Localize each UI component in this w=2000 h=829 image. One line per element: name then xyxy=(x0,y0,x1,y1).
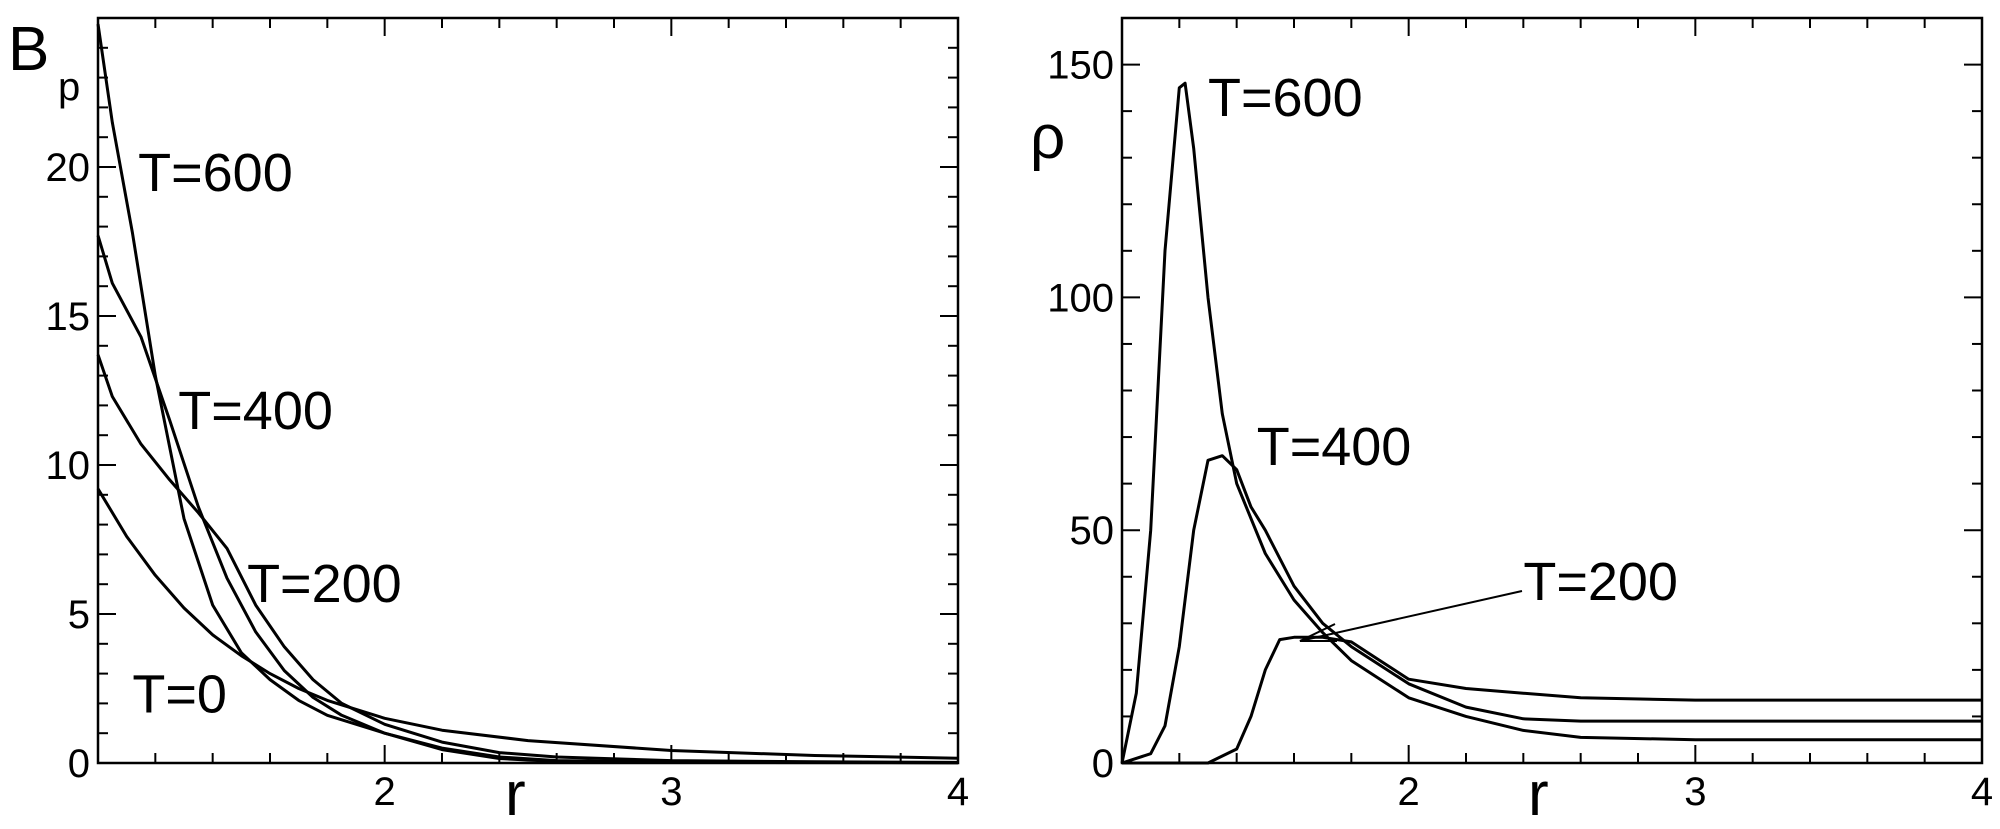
right-series-labels: T=600 T=400 T=200 xyxy=(1208,68,1678,612)
left-panel-bp: 2 3 4 0 5 10 15 20 T=600 T=400 T=200 T=0 B p r xyxy=(8,15,969,829)
left-curve-t-200 xyxy=(96,354,959,764)
right-x-tick-label: 3 xyxy=(1684,770,1706,814)
right-panel-rho: 2 3 4 0 50 100 150 T=600 T=400 T=200 ρ r xyxy=(1030,16,1993,829)
left-y-tick-label: 20 xyxy=(46,146,91,190)
left-y-tick-label: 10 xyxy=(46,444,91,488)
right-curve-t-600 xyxy=(1120,81,1982,764)
left-label-t-600: T=600 xyxy=(138,143,293,203)
right-y-tick-label: 0 xyxy=(1092,742,1114,786)
left-y-tick-label: 5 xyxy=(68,593,90,637)
left-x-tick-label: 2 xyxy=(374,770,396,814)
right-label-t-600: T=600 xyxy=(1208,68,1363,128)
right-x-axis-label: r xyxy=(1528,760,1549,829)
right-x-tick-label: 2 xyxy=(1398,770,1420,814)
left-curves xyxy=(96,23,959,765)
left-y-tick-label: 15 xyxy=(46,295,91,339)
right-plot-frame xyxy=(1120,16,1984,765)
right-curves xyxy=(1120,81,1982,765)
right-label-t-400: T=400 xyxy=(1257,417,1412,477)
right-ticks xyxy=(1121,17,1983,764)
t200-pointer-line xyxy=(1299,590,1523,642)
left-label-t-200: T=200 xyxy=(247,554,402,614)
left-plot-frame xyxy=(96,16,960,765)
right-y-tick-label: 50 xyxy=(1070,509,1115,553)
left-curve-t-600 xyxy=(96,23,959,765)
right-y-axis-label: ρ xyxy=(1030,103,1065,172)
left-tick-labels: 2 3 4 0 5 10 15 20 xyxy=(46,146,970,814)
left-y-axis-label-subscript: p xyxy=(58,65,80,109)
left-series-labels: T=600 T=400 T=200 T=0 xyxy=(132,143,401,725)
right-y-tick-label: 150 xyxy=(1047,44,1114,88)
left-curve-t-0 xyxy=(96,488,959,760)
left-x-tick-label: 4 xyxy=(947,770,969,814)
t200-pointer-arrowhead xyxy=(1299,623,1337,642)
left-x-axis-label: r xyxy=(505,760,526,829)
right-curve-t-200 xyxy=(1122,635,1982,765)
left-label-t-400: T=400 xyxy=(178,381,333,441)
right-x-tick-label: 4 xyxy=(1971,770,1993,814)
left-y-axis-label: B xyxy=(8,15,49,84)
left-label-t-0: T=0 xyxy=(132,664,227,724)
left-curve-t-400 xyxy=(96,235,959,765)
right-y-tick-label: 100 xyxy=(1047,276,1114,320)
left-y-tick-label: 0 xyxy=(68,742,90,786)
right-tick-labels: 2 3 4 0 50 100 150 xyxy=(1047,44,1993,814)
right-curve-t-400 xyxy=(1121,454,1982,765)
right-label-t-200: T=200 xyxy=(1523,552,1678,612)
left-x-tick-label: 3 xyxy=(660,770,682,814)
